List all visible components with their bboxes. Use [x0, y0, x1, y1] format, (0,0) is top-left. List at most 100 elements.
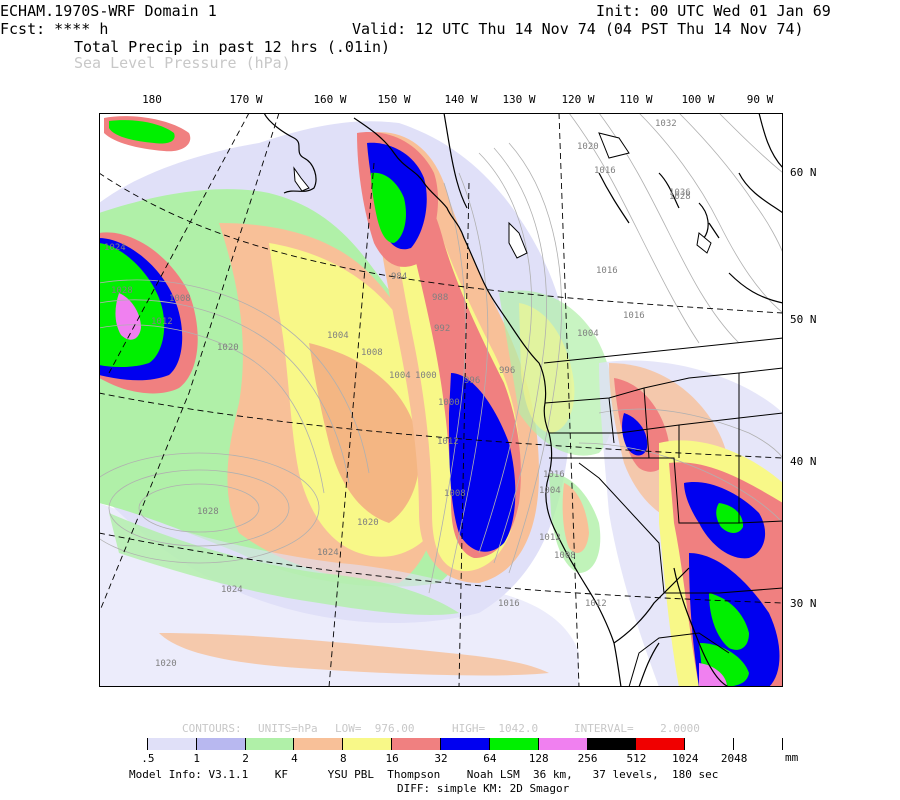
coastlines	[263, 113, 783, 687]
colorbar-label: 128	[528, 752, 549, 765]
pressure-label: 1000	[415, 371, 437, 381]
pressure-label: 1016	[594, 166, 616, 176]
pressure-label: 1024	[221, 585, 243, 595]
lon-label: 150 W	[377, 93, 411, 106]
pressure-label: 1028	[197, 507, 219, 517]
colorbar-swatch	[343, 738, 393, 750]
model-title: ECHAM.1970S-WRF Domain 1	[0, 2, 217, 20]
contour-units: UNITS=hPa	[258, 722, 318, 735]
colorbar-label: 2	[242, 752, 249, 765]
colorbar-unit: mm	[785, 751, 799, 764]
pressure-label: 1024	[104, 243, 126, 253]
pressure-label: 1004	[389, 371, 411, 381]
pressure-label: 1008	[169, 294, 191, 304]
model-info: Model Info: V3.1.1 KF YSU PBL Thompson N…	[129, 768, 719, 781]
pressure-label: 1036	[669, 188, 691, 198]
pressure-label: 1012	[437, 437, 459, 447]
lon-label: 120 W	[561, 93, 595, 106]
field-precip-title: Total Precip in past 12 hrs (.01in)	[74, 38, 391, 56]
colorbar-swatch	[196, 738, 246, 750]
colorbar-swatch	[392, 738, 441, 750]
pressure-label: 1008	[444, 489, 466, 499]
pressure-label: 1012	[585, 599, 607, 609]
precip-shading	[99, 116, 783, 687]
pressure-label: 1016	[623, 311, 645, 321]
colorbar-label: 1024	[672, 752, 699, 765]
colorbar-label: 1	[193, 752, 201, 765]
lon-label: 170 W	[229, 93, 263, 106]
lon-label: 90 W	[746, 93, 774, 106]
lat-lon-grid	[99, 113, 783, 687]
colorbar-swatch	[685, 738, 735, 750]
pressure-label: 1004	[327, 331, 349, 341]
colorbar-swatch	[489, 738, 539, 750]
pressure-label: 1020	[357, 518, 379, 528]
pressure-label: 1016	[596, 266, 618, 276]
colorbar-label: 64	[483, 752, 497, 765]
colorbar-label: .5	[141, 752, 155, 765]
lon-label: 100 W	[681, 93, 715, 106]
contour-high: HIGH= 1042.0	[452, 722, 539, 735]
pressure-label: 1028	[669, 192, 691, 202]
pressure-label: 1016	[498, 599, 520, 609]
state-borders	[543, 337, 783, 687]
colorbar-label: 256	[577, 752, 598, 765]
lon-label: 160 W	[313, 93, 347, 106]
pressure-label: 992	[434, 324, 450, 334]
pressure-label: 1028	[111, 286, 133, 296]
precip-map: 1032 1020 1024 1028 1036 1016 1016 1004 …	[99, 113, 783, 687]
lon-label: 140 W	[444, 93, 478, 106]
pressure-label: 1024	[317, 548, 339, 558]
islands	[293, 132, 712, 259]
pressure-label: 1008	[554, 551, 576, 561]
lat-label: 40 N	[790, 455, 817, 468]
colorbar-swatch	[245, 738, 295, 750]
pressure-label: 1012	[539, 533, 561, 543]
colorbar-swatch	[538, 738, 588, 750]
contour-interval: INTERVAL= 2.0000	[574, 722, 700, 735]
pressure-label: 988	[432, 293, 448, 303]
diff-info: DIFF: simple KM: 2D Smagor	[397, 782, 570, 795]
lon-label: 180	[142, 93, 162, 106]
colorbar-swatch	[294, 738, 344, 750]
pressure-label: 996	[464, 376, 480, 386]
pressure-label: 1016	[543, 470, 565, 480]
pressure-label: 1000	[438, 398, 460, 408]
pressure-label: 1012	[151, 317, 173, 327]
colorbar-swatch	[734, 738, 783, 750]
lon-label: 110 W	[619, 93, 653, 106]
pressure-label: 984	[391, 272, 407, 282]
contour-low: LOW= 976.00	[335, 722, 415, 735]
pressure-label: 1004	[577, 329, 599, 339]
colorbar-swatch	[147, 738, 197, 750]
pressure-label: 1008	[361, 348, 383, 358]
contour-label: CONTOURS:	[182, 722, 242, 735]
isobars	[99, 113, 783, 594]
pressure-label: 1020	[217, 343, 239, 353]
pressure-label: 996	[499, 366, 515, 376]
colorbar-label: 16	[385, 752, 399, 765]
lon-label: 130 W	[502, 93, 536, 106]
lat-label: 50 N	[790, 313, 817, 326]
valid-time: Valid: 12 UTC Thu 14 Nov 74 (04 PST Thu …	[352, 20, 804, 38]
forecast-hour: Fcst: **** h	[0, 20, 109, 38]
colorbar-label: 2048	[720, 752, 748, 765]
colorbar-swatch	[99, 738, 148, 750]
colorbar-swatch	[441, 738, 490, 750]
pressure-label: 1032	[655, 119, 677, 129]
colorbar-swatch	[636, 738, 686, 750]
map-frame	[99, 113, 783, 687]
pressure-labels: 1032 1020 1024 1028 1036 1016 1016 1004 …	[104, 119, 691, 669]
colorbar-label: 4	[291, 752, 298, 765]
colorbar-swatch	[587, 738, 637, 750]
colorbar-label: 32	[434, 752, 448, 765]
colorbar-label: 8	[339, 752, 347, 765]
field-slp-title: Sea Level Pressure (hPa)	[74, 54, 291, 72]
pressure-label: 1004	[539, 486, 561, 496]
lat-label: 30 N	[790, 597, 817, 610]
colorbar-label: 512	[626, 752, 647, 765]
pressure-label: 1020	[155, 659, 177, 669]
lat-label: 60 N	[790, 166, 817, 179]
init-time: Init: 00 UTC Wed 01 Jan 69	[596, 2, 831, 20]
pressure-label: 1020	[577, 142, 599, 152]
